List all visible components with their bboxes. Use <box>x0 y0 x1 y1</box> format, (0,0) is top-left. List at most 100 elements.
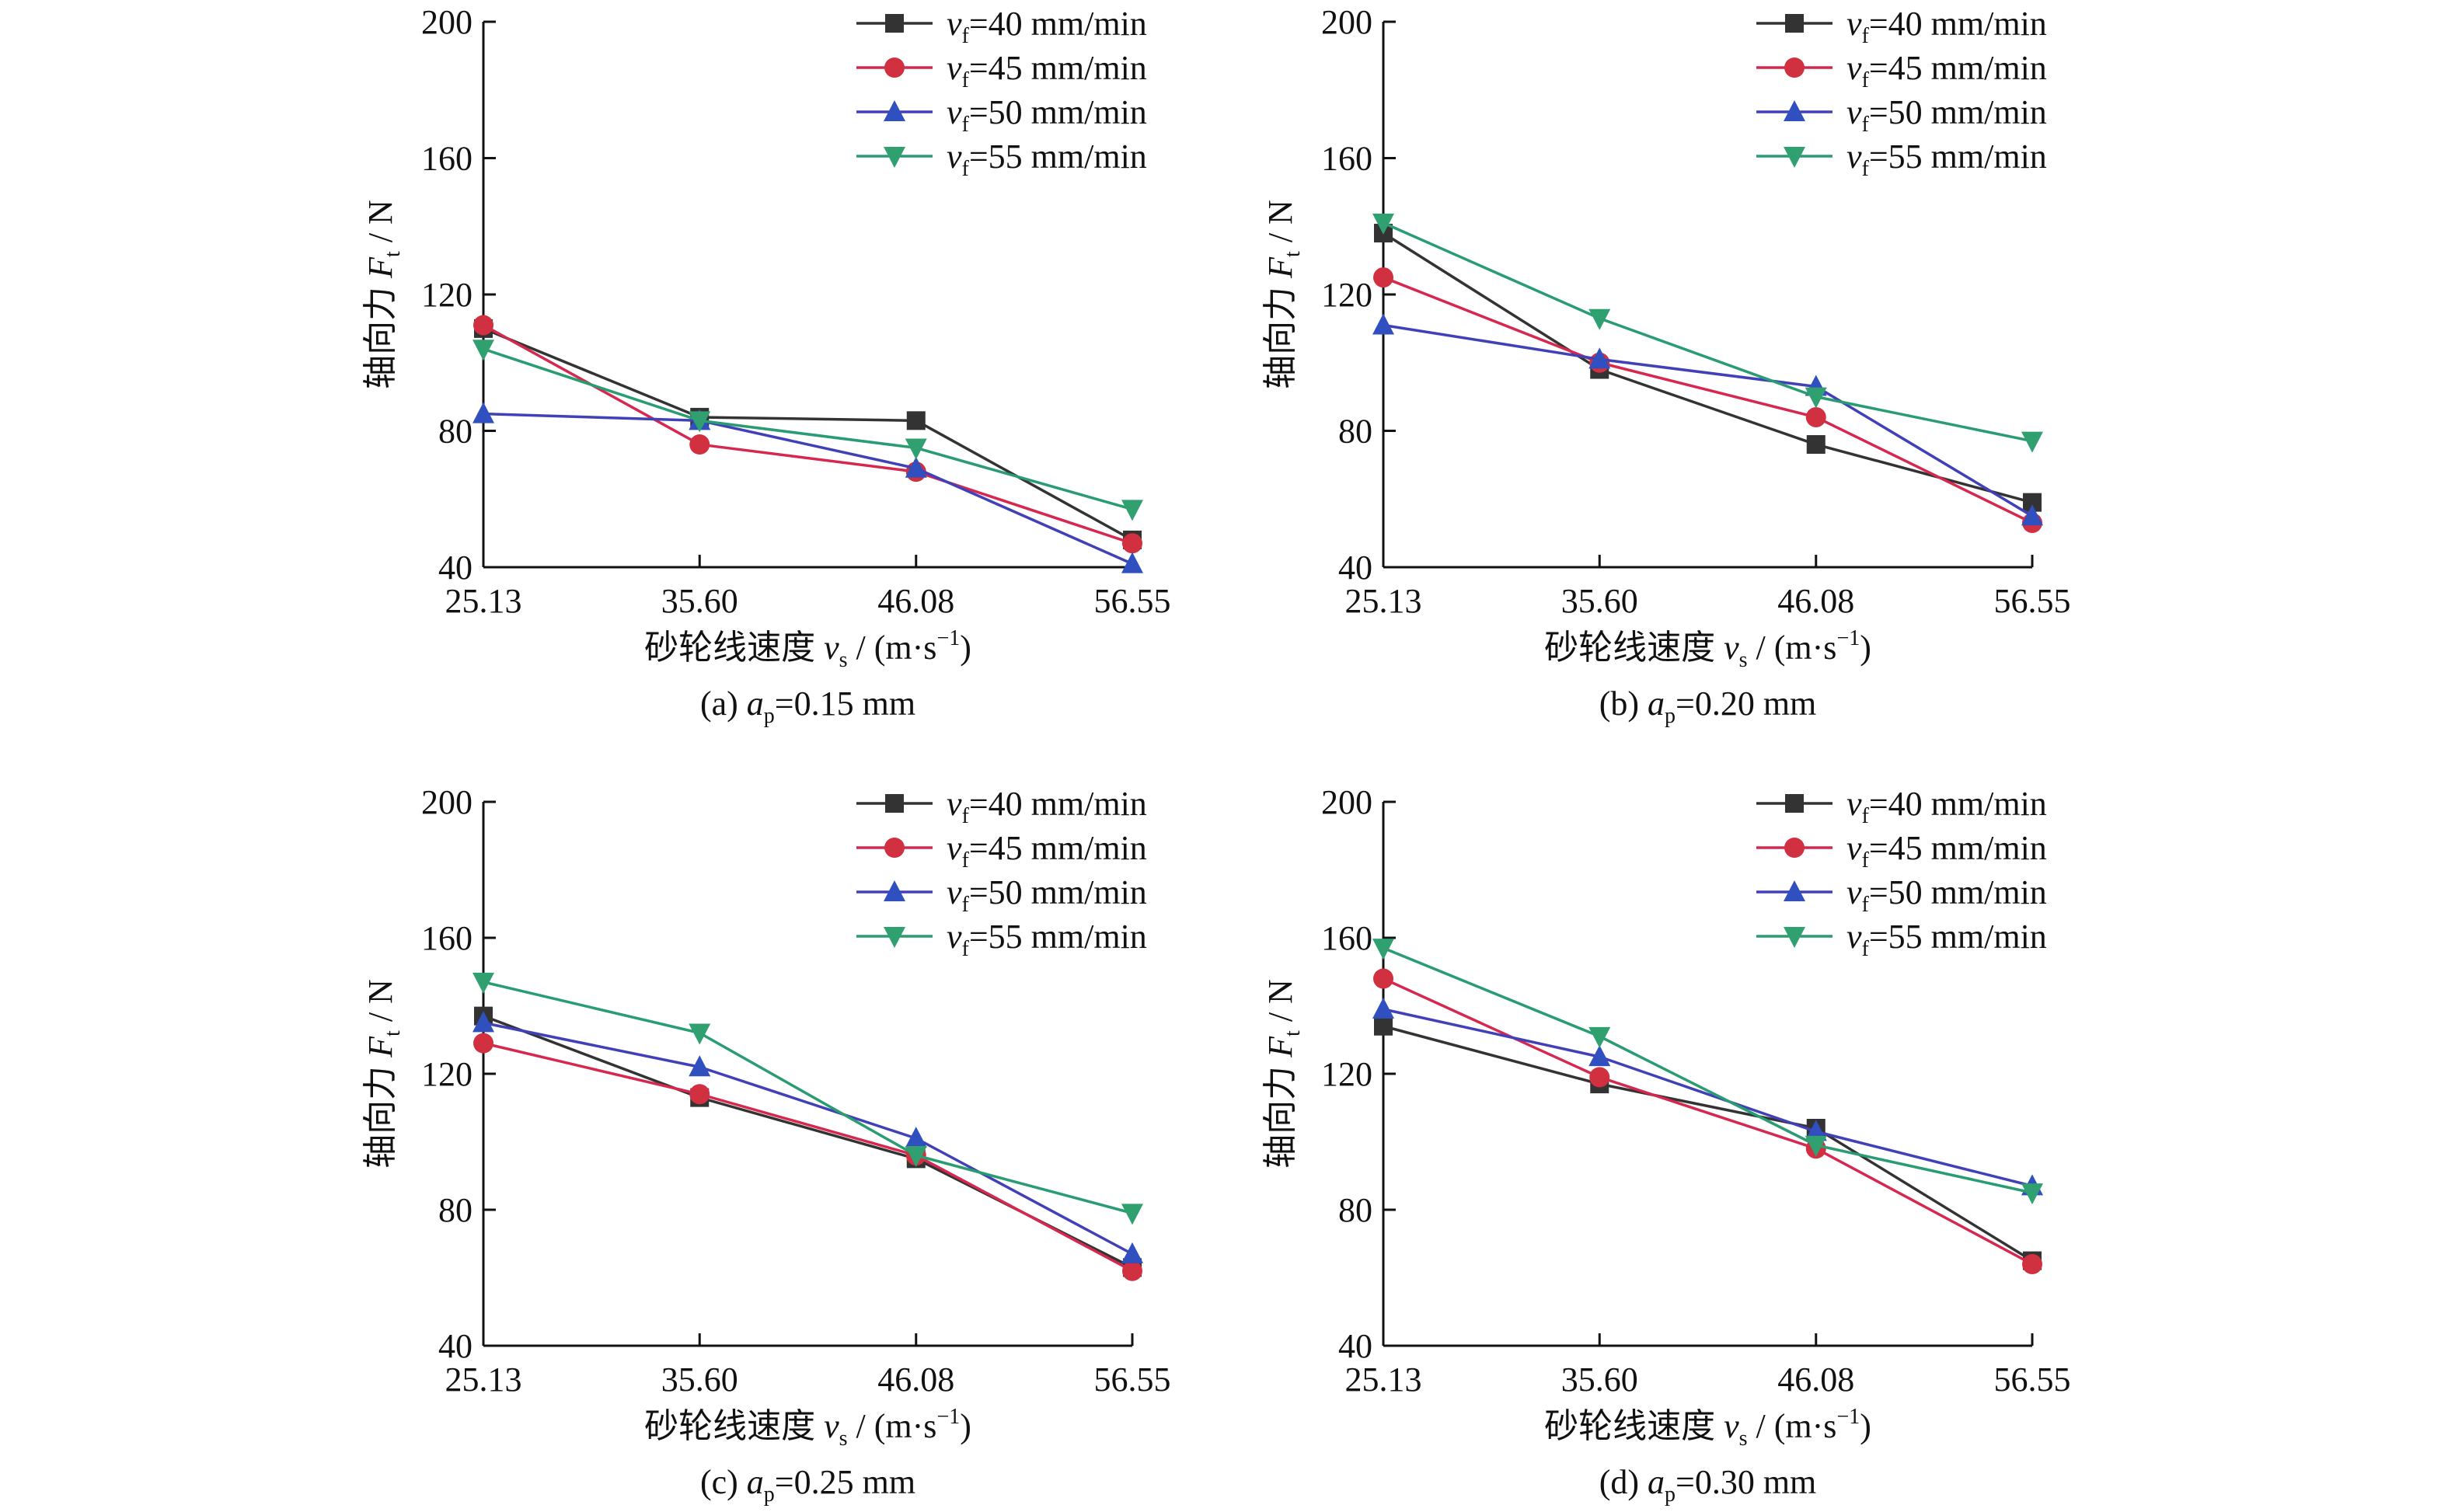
legend-label: vf=50 mm/min <box>1846 873 2047 917</box>
data-point <box>1122 533 1142 554</box>
legend-label: vf=55 mm/min <box>1846 918 2047 961</box>
y-tick-label: 40 <box>438 1327 473 1365</box>
panel-caption: (a) ap=0.15 mm <box>700 685 915 728</box>
series-line-4 <box>1383 946 2033 1194</box>
panel-caption: (d) ap=0.30 mm <box>1599 1463 1817 1507</box>
data-point <box>1805 1135 1827 1157</box>
legend-label: vf=40 mm/min <box>1846 785 2047 828</box>
series-line-2 <box>483 1041 1133 1273</box>
x-tick-label: 56.55 <box>1094 1360 1171 1399</box>
series-line-3 <box>483 1021 1133 1256</box>
series-line-4 <box>483 981 1133 1215</box>
legend-label: vf=45 mm/min <box>947 829 1147 873</box>
legend-item: vf=50 mm/min <box>1756 873 2047 917</box>
y-tick-label: 120 <box>1321 1055 1372 1093</box>
chart-panel-b: 40 80 120 160 200 25.13 35.60 46.08 56.55 vf=40 m… <box>1261 3 2071 728</box>
legend-label: vf=50 mm/min <box>947 873 1147 917</box>
data-point <box>473 1011 494 1033</box>
legend-marker <box>1784 880 1805 901</box>
series-line-1 <box>483 327 1133 542</box>
data-point <box>906 411 926 430</box>
data-point <box>905 1146 927 1167</box>
data-point <box>905 456 927 478</box>
x-tick-label: 46.08 <box>877 1360 954 1399</box>
data-point <box>473 402 494 423</box>
legend-item: vf=55 mm/min <box>856 918 1147 961</box>
x-tick-label: 46.08 <box>1777 582 1854 620</box>
legend-label: vf=45 mm/min <box>1846 49 2047 92</box>
legend-item: vf=45 mm/min <box>1756 829 2047 873</box>
data-point <box>1122 1260 1142 1281</box>
legend-item: vf=55 mm/min <box>856 138 1147 181</box>
series-line-3 <box>483 412 1133 566</box>
y-tick-label: 120 <box>421 276 473 314</box>
y-tick-label: 40 <box>1338 1327 1372 1365</box>
data-point <box>1589 1067 1610 1088</box>
data-point <box>1588 1026 1611 1048</box>
y-tick-label: 200 <box>1321 3 1372 41</box>
data-point <box>2021 1183 2043 1205</box>
y-tick-label: 200 <box>1321 783 1372 821</box>
legend-marker <box>1784 100 1805 121</box>
data-point <box>2021 431 2043 453</box>
legend-item: vf=45 mm/min <box>856 829 1147 873</box>
data-point <box>1588 308 1611 330</box>
legend-marker <box>1785 794 1804 813</box>
legend-item: vf=50 mm/min <box>1756 93 2047 137</box>
y-tick-label: 120 <box>421 1055 473 1093</box>
panel-caption: (c) ap=0.25 mm <box>700 1463 915 1507</box>
data-point <box>1588 347 1611 369</box>
y-tick-label: 80 <box>1338 413 1372 451</box>
data-point <box>1805 387 1827 409</box>
x-tick-label: 35.60 <box>1561 582 1638 620</box>
data-point <box>1588 1045 1611 1067</box>
x-axis-label: 砂轮线速度 vs / (m·s−1) <box>644 1405 971 1451</box>
legend-item: vf=45 mm/min <box>856 49 1147 92</box>
x-axis-label: 砂轮线速度 vs / (m·s−1) <box>1544 626 1871 672</box>
data-point <box>1121 500 1143 521</box>
data-point <box>689 1055 711 1077</box>
y-axis-label: 轴向力 Ft / N <box>361 979 405 1169</box>
chart-panel-a: 40 80 120 160 200 25.13 35.60 46.08 56.55 vf=40 m… <box>361 3 1171 728</box>
y-axis-label: 轴向力 Ft / N <box>1261 979 1305 1169</box>
y-tick-label: 200 <box>421 3 473 41</box>
y-tick-label: 80 <box>438 413 473 451</box>
legend-item: vf=50 mm/min <box>856 93 1147 137</box>
data-point <box>905 438 927 460</box>
y-tick-label: 40 <box>1338 549 1372 587</box>
x-tick-label: 25.13 <box>445 582 522 620</box>
x-tick-label: 25.13 <box>1345 582 1422 620</box>
x-tick-label: 46.08 <box>1777 1360 1854 1399</box>
series-line-2 <box>1383 276 2033 524</box>
data-point <box>473 315 493 336</box>
data-point <box>1372 997 1394 1019</box>
x-tick-label: 56.55 <box>1994 582 2071 620</box>
data-point <box>1372 313 1394 335</box>
data-point <box>1805 406 1826 427</box>
series-line-4 <box>483 347 1133 511</box>
x-tick-label: 46.08 <box>877 582 954 620</box>
legend-item: vf=55 mm/min <box>1756 918 2047 961</box>
legend-marker <box>885 794 904 813</box>
y-tick-label: 160 <box>1321 140 1372 178</box>
data-point <box>473 972 494 994</box>
y-tick-label: 80 <box>438 1191 473 1229</box>
legend-marker <box>1784 57 1805 78</box>
legend-label: vf=45 mm/min <box>947 49 1147 92</box>
data-point <box>1372 213 1394 235</box>
x-tick-label: 56.55 <box>1094 582 1171 620</box>
panel-caption: (b) ap=0.20 mm <box>1599 685 1817 728</box>
data-point <box>689 411 711 433</box>
legend-item: vf=45 mm/min <box>1756 49 2047 92</box>
data-point <box>473 340 494 361</box>
x-tick-label: 25.13 <box>1345 1360 1422 1399</box>
legend-item: vf=40 mm/min <box>1756 785 2047 828</box>
y-axis-label: 轴向力 Ft / N <box>361 200 405 389</box>
data-point <box>1373 267 1393 288</box>
y-axis-label: 轴向力 Ft / N <box>1261 200 1305 389</box>
y-tick-label: 160 <box>1321 919 1372 957</box>
